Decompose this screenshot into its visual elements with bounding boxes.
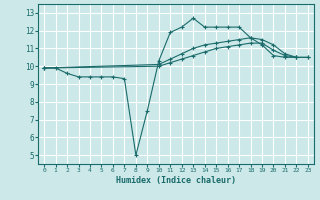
X-axis label: Humidex (Indice chaleur): Humidex (Indice chaleur) [116,176,236,185]
